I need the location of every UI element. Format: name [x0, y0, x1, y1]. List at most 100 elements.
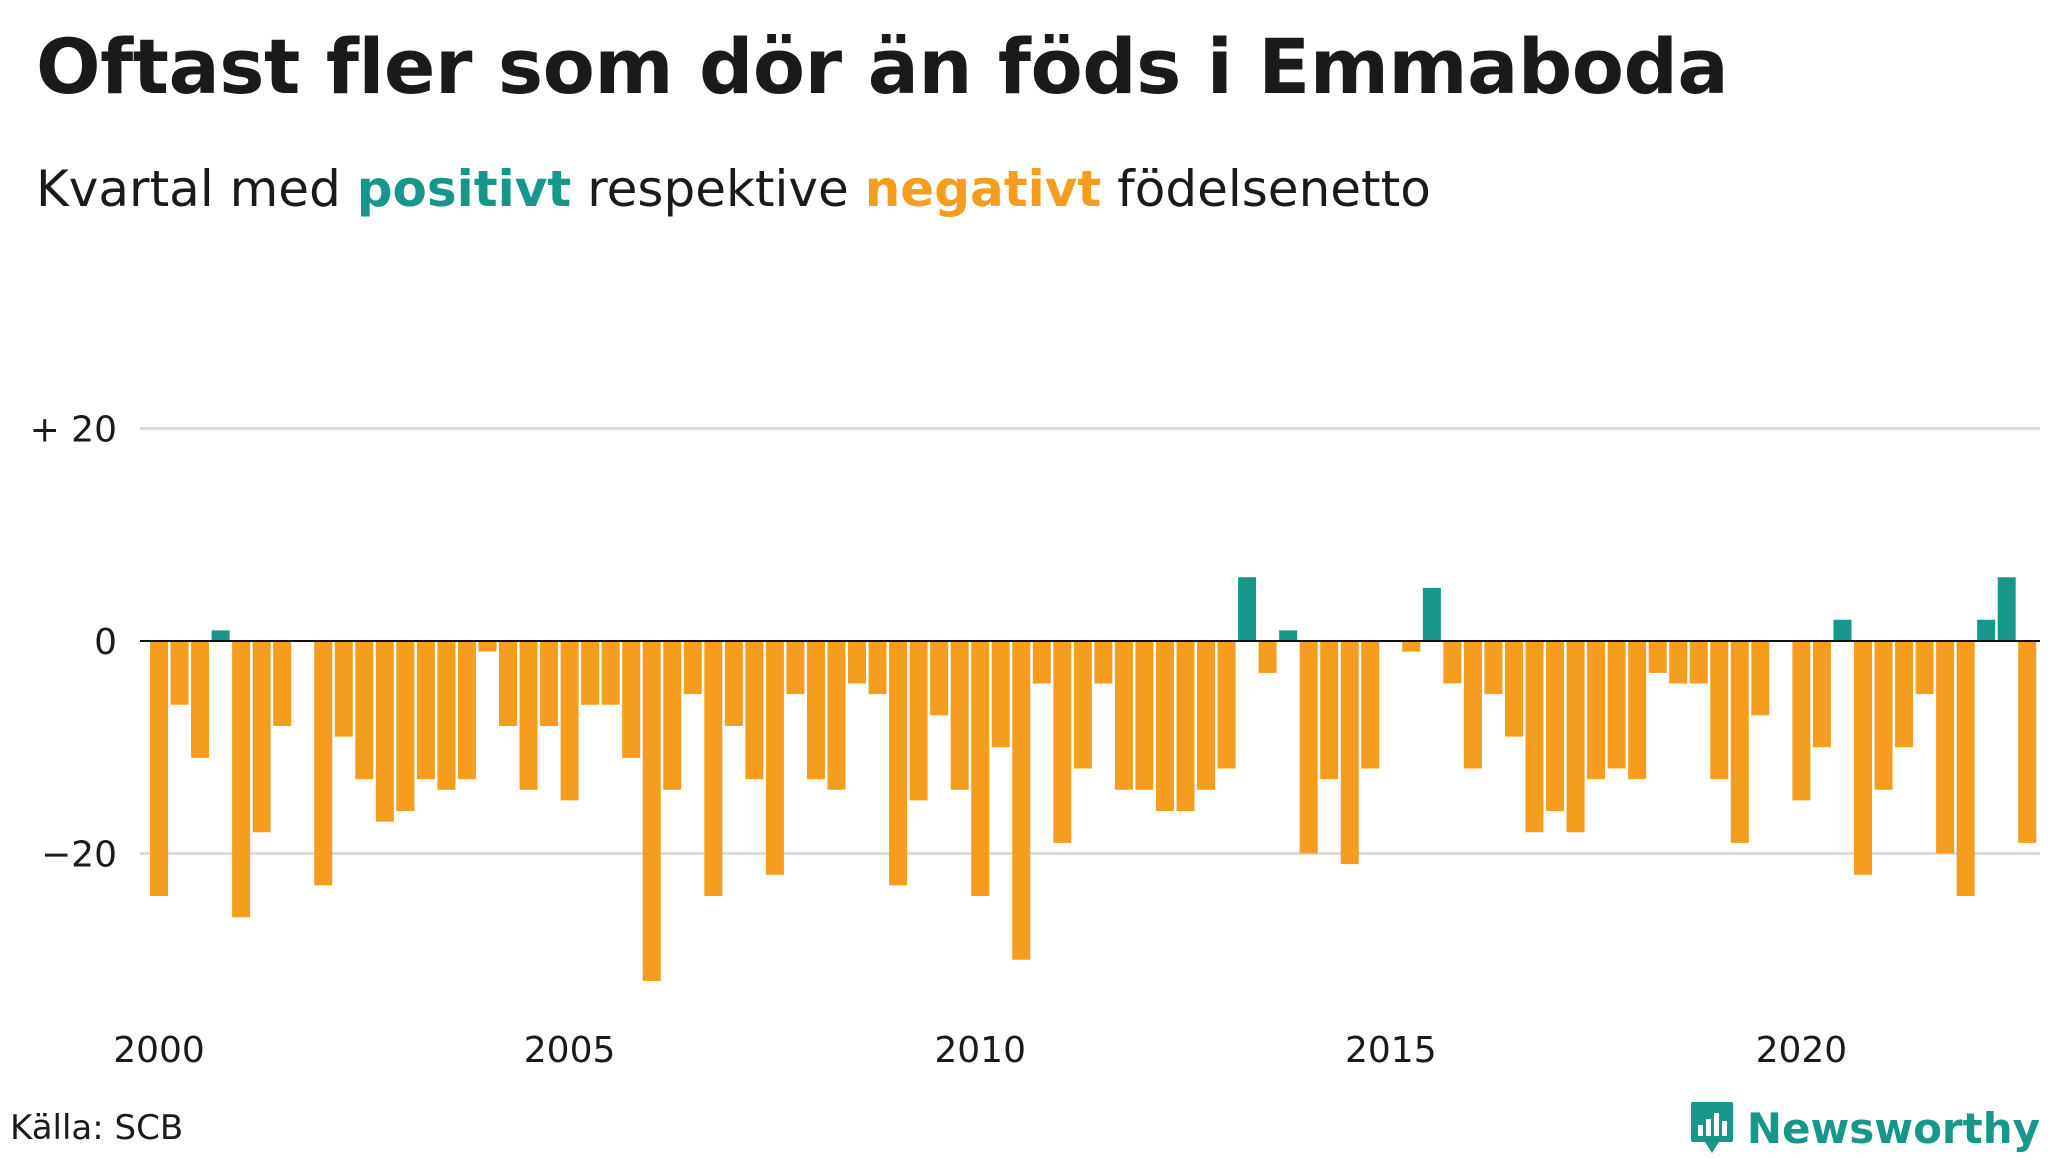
gridlines: [140, 427, 2040, 855]
x-tick-label: 2020: [1756, 1030, 1848, 1071]
bar-negative: [848, 641, 867, 684]
bar-negative: [663, 641, 682, 790]
x-tick-label: 2015: [1345, 1030, 1437, 1071]
newsworthy-logo[interactable]: Newsworthy: [1689, 1098, 2040, 1158]
bar-negative: [314, 641, 333, 886]
bar-negative: [1012, 641, 1031, 960]
bar-negative: [1258, 641, 1277, 673]
bar-negative: [765, 641, 784, 875]
chart-title: Oftast fler som dör än föds i Emmaboda: [36, 22, 1729, 111]
bar-negative: [1628, 641, 1647, 780]
y-tick-label: −20: [41, 835, 117, 876]
bar-negative: [1114, 641, 1133, 790]
bar-negative: [150, 641, 168, 896]
bar-negative: [909, 641, 928, 801]
bar-negative: [1669, 641, 1688, 684]
bar-negative: [991, 641, 1010, 748]
bar-negative: [396, 641, 415, 811]
axes: + 20 0 −20 2000 2005 2010 2015 2020: [30, 410, 2040, 1071]
bar-negative: [642, 641, 661, 981]
bar-negative: [827, 641, 846, 790]
bar-negative: [1751, 641, 1770, 716]
bar-negative: [1197, 641, 1216, 790]
bar-negative: [1812, 641, 1831, 748]
bar-negative: [1874, 641, 1893, 790]
bar-negative: [1915, 641, 1934, 695]
bar-positive: [1997, 577, 2016, 641]
bar-positive: [1833, 619, 1852, 641]
bars: [150, 577, 2037, 981]
bar-negative: [416, 641, 435, 780]
bar-negative: [1730, 641, 1749, 843]
bar-negative: [519, 641, 538, 790]
bar-positive: [1422, 587, 1441, 642]
bar-negative: [437, 641, 456, 790]
bar-negative: [232, 641, 251, 918]
bar-negative: [950, 641, 969, 790]
bar-negative: [252, 641, 271, 833]
bar-negative: [1484, 641, 1503, 695]
bar-negative: [1073, 641, 1092, 769]
subtitle-prefix: Kvartal med: [36, 160, 341, 218]
bar-chart-speech-bubble-icon: [1690, 1102, 1733, 1153]
bar-negative: [1094, 641, 1113, 684]
bar-negative: [1956, 641, 1975, 896]
bar-negative: [1525, 641, 1544, 833]
bar-negative: [170, 641, 189, 705]
x-tick-label: 2010: [934, 1030, 1026, 1071]
bar-negative: [191, 641, 210, 758]
bar-negative: [581, 641, 600, 705]
bar-negative: [540, 641, 559, 726]
bar-negative: [806, 641, 825, 780]
bar-negative: [375, 641, 394, 822]
bar-negative: [1587, 641, 1606, 780]
bar-negative: [499, 641, 518, 726]
bar-negative: [745, 641, 764, 780]
bar-negative: [1607, 641, 1626, 769]
subtitle-positive-label: positivt: [356, 160, 572, 218]
bar-negative: [622, 641, 641, 758]
bar-negative: [1566, 641, 1585, 833]
bar-negative: [971, 641, 990, 896]
x-tick-label: 2005: [524, 1030, 616, 1071]
bar-negative: [1504, 641, 1523, 737]
bar-negative: [273, 641, 292, 726]
brand-name: Newsworthy: [1746, 1103, 2040, 1153]
subtitle-middle: respektive: [587, 160, 849, 218]
subtitle-negative-label: negativt: [864, 160, 1102, 218]
bar-negative: [1340, 641, 1359, 865]
bar-negative: [1648, 641, 1667, 673]
bar-negative: [478, 641, 497, 652]
bar-negative: [1402, 641, 1421, 652]
bar-negative: [1853, 641, 1872, 875]
bar-negative: [1135, 641, 1154, 790]
bar-negative: [1217, 641, 1236, 769]
bar-chart: + 20 0 −20 2000 2005 2010 2015 2020: [30, 410, 2040, 1071]
subtitle-suffix: födelsenetto: [1117, 160, 1431, 218]
bar-negative: [334, 641, 353, 737]
bar-negative: [868, 641, 887, 695]
bar-negative: [1936, 641, 1955, 854]
bar-negative: [1895, 641, 1914, 748]
bar-negative: [1032, 641, 1051, 684]
y-tick-label: + 20: [30, 410, 117, 451]
bar-negative: [601, 641, 620, 705]
source-note: Källa: SCB: [10, 1108, 184, 1148]
bar-negative: [1176, 641, 1195, 811]
bar-negative: [1546, 641, 1565, 811]
bar-negative: [1299, 641, 1318, 854]
bar-negative: [1053, 641, 1072, 843]
bar-negative: [355, 641, 374, 780]
bar-negative: [1689, 641, 1708, 684]
x-tick-label: 2000: [113, 1030, 205, 1071]
bar-positive: [211, 630, 230, 642]
bar-negative: [786, 641, 805, 695]
bar-negative: [724, 641, 743, 726]
bar-negative: [2018, 641, 2037, 843]
bar-positive: [1238, 577, 1257, 641]
bar-negative: [1710, 641, 1729, 780]
bar-negative: [930, 641, 949, 716]
bar-negative: [560, 641, 579, 801]
bar-negative: [1463, 641, 1482, 769]
bar-negative: [1361, 641, 1380, 769]
